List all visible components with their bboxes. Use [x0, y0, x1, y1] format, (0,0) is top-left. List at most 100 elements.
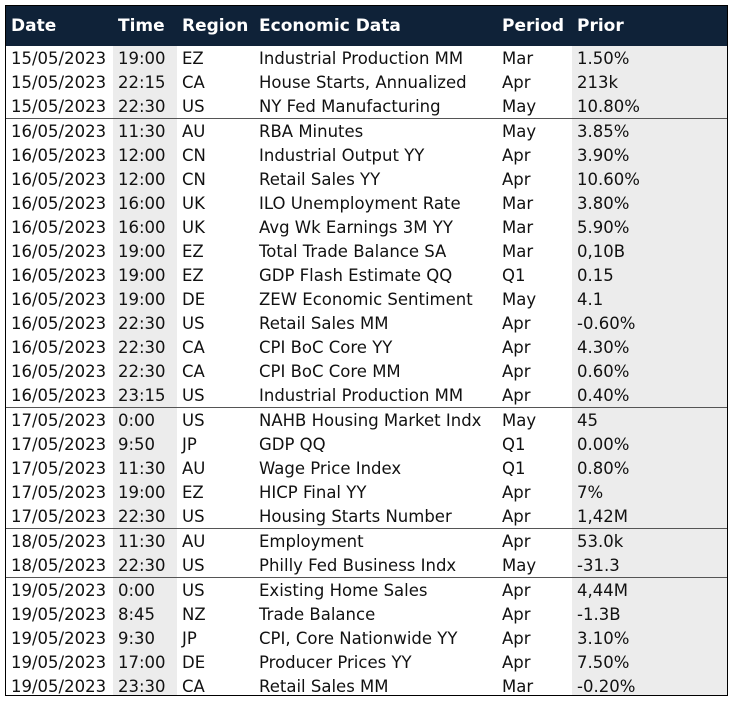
economic-data-cell: Retail Sales MM — [259, 313, 389, 333]
region-cell: US — [177, 407, 254, 432]
economic-data-cell: NY Fed Manufacturing — [259, 96, 441, 116]
region-cell: CA — [182, 72, 205, 92]
economic-data-cell: ILO Unemployment Rate — [259, 193, 461, 213]
time-cell: 22:30 — [113, 311, 177, 335]
date-cell: 19/05/2023 — [11, 604, 107, 624]
date-cell: 16/05/2023 — [11, 361, 107, 381]
table-row: 16/05/2023 19:00 DE ZEW Economic Sentiment M… — [6, 287, 727, 311]
header-row: Date Time Region Economic Data Period Pr… — [6, 6, 727, 46]
region-cell: AU — [177, 118, 254, 143]
date-cell: 17/05/2023 — [6, 407, 113, 432]
prior-cell: 0.60% — [572, 359, 727, 383]
region-cell: US — [182, 313, 205, 333]
period-cell: Apr — [502, 72, 531, 92]
date-cell: 19/05/2023 — [11, 628, 107, 648]
table-row: 16/05/2023 22:30 CA CPI BoC Core MM Apr 0.60% — [6, 359, 727, 383]
region-cell: US — [177, 577, 254, 602]
prior-cell: 0.00% — [572, 432, 727, 456]
table-body: 15/05/2023 19:00 EZ Industrial Production M… — [6, 46, 727, 696]
economic-data-cell: Avg Wk Earnings 3M YY — [259, 217, 453, 237]
prior-cell: 7% — [572, 480, 727, 504]
date-cell: 17/05/2023 — [11, 458, 107, 478]
time-cell: 12:00 — [113, 143, 177, 167]
economic-data-cell: RBA Minutes — [254, 118, 497, 143]
time-cell: 17:00 — [113, 650, 177, 674]
region-cell: JP — [182, 434, 197, 454]
economic-data-cell: Philly Fed Business Indx — [259, 555, 457, 575]
date-cell: 16/05/2023 — [11, 385, 107, 405]
region-cell: EZ — [182, 241, 204, 261]
economic-data-cell: House Starts, Annualized — [259, 72, 467, 92]
region-cell: CN — [182, 145, 206, 165]
period-cell: Apr — [502, 506, 531, 526]
region-cell: US — [182, 506, 205, 526]
time-cell: 11:30 — [113, 456, 177, 480]
table-row: 19/05/2023 23:30 CA Retail Sales MM Mar -0.20… — [6, 674, 727, 696]
table-row: 16/05/2023 23:15 US Industrial Production M… — [6, 383, 727, 408]
time-cell: 16:00 — [113, 191, 177, 215]
prior-cell: 3.85% — [572, 118, 727, 143]
table-row: 16/05/2023 16:00 UK ILO Unemployment Rate Ma… — [6, 191, 727, 215]
time-cell: 0:00 — [113, 577, 177, 602]
region-cell: NZ — [182, 604, 206, 624]
economic-data-cell: Existing Home Sales — [254, 577, 497, 602]
prior-cell: 10.60% — [572, 167, 727, 191]
period-cell: Apr — [502, 169, 531, 189]
prior-cell: 7.50% — [572, 650, 727, 674]
table-row: 16/05/2023 19:00 EZ GDP Flash Estimate QQ Q1… — [6, 263, 727, 287]
time-cell: 9:50 — [113, 432, 177, 456]
prior-cell: 0.40% — [572, 383, 727, 408]
time-cell: 9:30 — [113, 626, 177, 650]
date-cell: 16/05/2023 — [6, 118, 113, 143]
region-cell: US — [182, 385, 205, 405]
date-cell: 16/05/2023 — [11, 289, 107, 309]
prior-cell: 53.0k — [572, 528, 727, 553]
prior-cell: 4.30% — [572, 335, 727, 359]
period-cell: Apr — [502, 385, 531, 405]
prior-cell: 0.80% — [572, 456, 727, 480]
table-row: 16/05/2023 11:30 AU RBA Minutes May 3.85% — [6, 118, 727, 143]
economic-data-cell: Housing Starts Number — [259, 506, 452, 526]
time-cell: 22:30 — [113, 359, 177, 383]
economic-data-cell: Retail Sales YY — [259, 169, 381, 189]
date-cell: 16/05/2023 — [11, 337, 107, 357]
period-cell: Apr — [502, 604, 531, 624]
time-cell: 19:00 — [113, 480, 177, 504]
time-cell: 19:00 — [113, 263, 177, 287]
economic-data-header: Economic Data — [254, 6, 497, 46]
table-row: 16/05/2023 12:00 CN Industrial Output YY Apr… — [6, 143, 727, 167]
date-cell: 16/05/2023 — [11, 193, 107, 213]
prior-cell: 1.50% — [572, 46, 727, 70]
date-cell: 19/05/2023 — [11, 676, 107, 696]
table-row: 19/05/2023 0:00 US Existing Home Sales Apr 4,… — [6, 577, 727, 602]
economic-calendar-table: Date Time Region Economic Data Period Pr… — [6, 6, 727, 696]
date-cell: 19/05/2023 — [6, 577, 113, 602]
economic-data-cell: Industrial Production MM — [259, 48, 464, 68]
time-cell: 11:30 — [113, 528, 177, 553]
period-cell: Mar — [502, 48, 534, 68]
region-cell: CN — [182, 169, 206, 189]
date-cell: 18/05/2023 — [11, 555, 107, 575]
time-cell: 22:30 — [113, 335, 177, 359]
economic-data-cell: Total Trade Balance SA — [259, 241, 447, 261]
economic-data-cell: Retail Sales MM — [259, 676, 389, 696]
prior-cell: -31.3 — [572, 553, 727, 578]
date-header: Date — [6, 6, 113, 46]
prior-cell: 0,10B — [572, 239, 727, 263]
time-cell: 22:15 — [113, 70, 177, 94]
prior-cell: -0.60% — [572, 311, 727, 335]
economic-data-cell: Wage Price Index — [259, 458, 402, 478]
period-cell: Mar — [502, 241, 534, 261]
region-cell: EZ — [182, 48, 204, 68]
economic-data-cell: GDP Flash Estimate QQ — [259, 265, 453, 285]
table-row: 18/05/2023 11:30 AU Employment Apr 53.0k — [6, 528, 727, 553]
time-cell: 19:00 — [113, 287, 177, 311]
period-cell: Apr — [502, 482, 531, 502]
table-row: 19/05/2023 9:30 JP CPI, Core Nationwide YY A… — [6, 626, 727, 650]
date-cell: 16/05/2023 — [11, 217, 107, 237]
date-cell: 15/05/2023 — [11, 72, 107, 92]
table-row: 17/05/2023 0:00 US NAHB Housing Market Indx… — [6, 407, 727, 432]
time-header: Time — [113, 6, 177, 46]
table-row: 17/05/2023 11:30 AU Wage Price Index Q1 0.80% — [6, 456, 727, 480]
region-cell: AU — [182, 458, 206, 478]
